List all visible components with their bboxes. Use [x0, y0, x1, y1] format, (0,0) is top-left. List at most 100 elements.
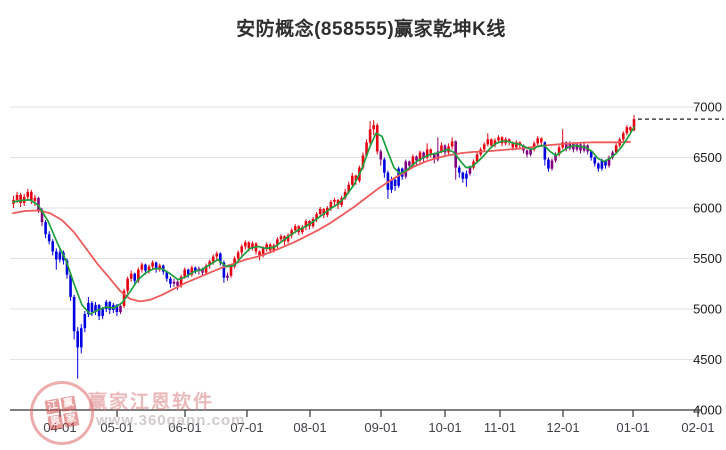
candle-body — [72, 296, 76, 332]
x-axis-label: 09-01 — [364, 420, 397, 435]
candle-body — [536, 138, 540, 144]
x-axis-label: 01-01 — [616, 420, 649, 435]
candle-body — [333, 199, 336, 202]
chart-title: 安防概念(858555)赢家乾坤K线 — [236, 19, 506, 40]
candle-body — [229, 266, 233, 276]
candle-body — [37, 197, 40, 211]
candle-body — [69, 274, 72, 297]
candle-body — [490, 139, 493, 146]
candle-body — [219, 253, 222, 263]
candle-body — [172, 281, 176, 284]
candle-body — [144, 264, 147, 271]
candle-body — [318, 209, 322, 215]
candle-body — [422, 152, 425, 158]
candle-body — [186, 269, 190, 275]
candle-body — [119, 305, 122, 313]
candle-body — [543, 142, 547, 160]
candle-body — [632, 119, 636, 131]
x-axis-label: 06-01 — [168, 420, 201, 435]
candle-body — [408, 161, 411, 166]
candle-body — [126, 278, 129, 291]
y-axis-label: 5000 — [693, 302, 722, 317]
candle-body — [497, 137, 500, 141]
candle-body — [47, 234, 51, 242]
candle-body — [115, 304, 119, 313]
candle-body — [208, 261, 211, 266]
candle-body — [15, 194, 19, 200]
candle-body — [90, 302, 94, 313]
candle-body — [226, 275, 229, 278]
candle-body — [194, 267, 197, 271]
candle-body — [147, 266, 151, 271]
candle-body — [461, 172, 465, 179]
candle-body — [404, 161, 408, 177]
candle-body — [304, 221, 308, 228]
candle-body — [554, 154, 557, 161]
candle-body — [129, 273, 133, 279]
candle-body — [158, 265, 162, 270]
x-axis-label: 02-01 — [681, 420, 714, 435]
candle-body — [347, 184, 351, 192]
candle-body — [279, 236, 283, 240]
candle-body — [525, 150, 529, 155]
candle-body — [622, 133, 625, 140]
candle-body — [336, 199, 340, 205]
candle-body — [133, 273, 137, 281]
candle-body — [550, 160, 554, 169]
y-axis-label: 5500 — [693, 251, 722, 266]
candle-body — [40, 210, 44, 223]
candle-body — [450, 141, 454, 147]
candle-body — [65, 260, 69, 275]
candle-body — [51, 241, 55, 252]
candle-body — [315, 214, 318, 220]
candle-body — [597, 163, 600, 169]
candle-body — [58, 252, 62, 260]
candle-body — [500, 137, 504, 144]
candle-body — [343, 191, 347, 198]
candle-body — [190, 267, 194, 275]
candle-body — [529, 149, 532, 155]
candle-body — [429, 149, 433, 154]
candle-body — [154, 262, 158, 270]
candle-body — [486, 139, 490, 145]
candle-body — [457, 167, 461, 173]
x-axis-label: 12-01 — [546, 420, 579, 435]
candle-body — [83, 314, 87, 329]
candle-body — [375, 125, 379, 152]
candle-body — [293, 226, 297, 231]
x-axis-label: 07-01 — [230, 420, 263, 435]
candle-body — [390, 179, 393, 190]
candle-body — [418, 152, 422, 161]
candle-body — [247, 242, 251, 249]
y-axis-label: 6500 — [693, 150, 722, 165]
candle-body — [222, 262, 226, 278]
candle-body — [290, 230, 293, 236]
candle-body — [493, 140, 497, 146]
candle-body — [411, 156, 415, 166]
candle-body — [350, 175, 354, 185]
candle-body — [579, 144, 582, 151]
candle-body — [94, 304, 97, 313]
candle-body — [511, 142, 515, 148]
candle-body — [76, 331, 79, 348]
candle-body — [365, 142, 368, 156]
candle-body — [301, 227, 304, 233]
candle-body — [379, 151, 383, 160]
candle-body — [354, 175, 358, 181]
candle-body — [26, 191, 30, 197]
candle-body — [547, 159, 550, 169]
candle-body — [482, 144, 486, 150]
candle-body — [79, 328, 83, 348]
candle-body — [443, 145, 447, 153]
candle-body — [54, 251, 58, 260]
candle-body — [611, 152, 614, 158]
candle-body — [465, 173, 468, 179]
candle-body — [261, 248, 265, 256]
candle-body — [425, 149, 429, 158]
candle-body — [104, 301, 108, 309]
candle-body — [179, 276, 183, 286]
x-axis-label: 05-01 — [100, 420, 133, 435]
candle-body — [372, 125, 375, 130]
candle-body — [176, 281, 179, 286]
